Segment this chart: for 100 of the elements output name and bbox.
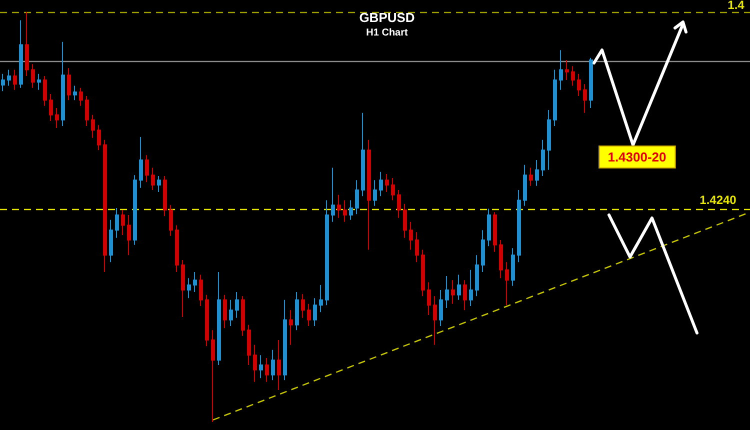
candlestick	[505, 262, 509, 306]
candlestick	[31, 64, 35, 88]
candlestick	[127, 214, 131, 256]
candlestick	[43, 75, 47, 106]
candlestick	[373, 180, 377, 206]
candlestick	[205, 294, 209, 347]
candlestick	[133, 174, 137, 246]
candlestick	[367, 139, 371, 250]
candlestick	[283, 299, 287, 381]
candlestick	[355, 180, 359, 215]
annotation: 1.4240	[700, 193, 736, 207]
candlestick	[37, 73, 41, 90]
candlestick	[67, 68, 71, 101]
candlestick	[55, 107, 59, 129]
candlestick	[391, 178, 395, 201]
candlestick	[541, 139, 545, 176]
candlestick	[253, 344, 257, 382]
candlestick	[97, 124, 101, 151]
candlestick	[337, 194, 341, 218]
candlestick	[313, 298, 317, 327]
candlestick	[271, 349, 275, 381]
candlestick	[535, 160, 539, 186]
candlestick	[175, 224, 179, 272]
candlestick	[421, 249, 425, 297]
candlestick	[193, 271, 197, 293]
candlestick	[331, 167, 335, 222]
candlestick	[553, 69, 557, 126]
candlestick	[475, 254, 479, 297]
candlestick	[349, 200, 353, 220]
candlestick	[529, 167, 533, 186]
candlestick	[157, 176, 161, 192]
candlestick	[361, 112, 365, 197]
candlestick	[493, 212, 497, 252]
candlestick	[343, 200, 347, 222]
candlestick	[523, 164, 527, 206]
candlestick	[91, 114, 95, 138]
annotation: 1.4300-20	[598, 146, 676, 168]
candlestick	[307, 303, 311, 327]
candlestick	[109, 219, 113, 263]
candlestick	[397, 189, 401, 218]
candlestick	[385, 173, 389, 192]
candlestick	[121, 210, 125, 236]
candlestick	[277, 340, 281, 391]
candlestick	[559, 50, 563, 90]
candlestick	[1, 73, 5, 92]
candlestick	[241, 296, 245, 336]
candlestick	[481, 230, 485, 272]
candlestick	[589, 57, 593, 108]
candlestick	[583, 84, 587, 114]
candlestick	[409, 221, 413, 250]
candlestick	[301, 294, 305, 318]
candlestick	[571, 66, 575, 86]
candlestick	[187, 278, 191, 299]
candlestick	[61, 41, 65, 126]
candlestick	[115, 207, 119, 238]
candlestick	[235, 292, 239, 318]
candlestick	[181, 260, 185, 318]
candlestick	[547, 109, 551, 170]
candlestick	[151, 167, 155, 190]
candlestick	[463, 280, 467, 311]
candlestick	[295, 292, 299, 331]
candlestick	[85, 96, 89, 126]
candlestick	[49, 94, 53, 122]
candlestick	[265, 358, 269, 382]
candlestick	[145, 154, 149, 183]
candlestick	[511, 248, 515, 286]
candlestick	[565, 59, 569, 81]
candlestick	[217, 271, 221, 366]
candlestick	[415, 232, 419, 263]
candlestick	[499, 239, 503, 279]
candlestick	[259, 354, 263, 379]
candlestick	[247, 324, 251, 366]
candlestick	[379, 171, 383, 197]
candlestick	[451, 280, 455, 304]
candlestick	[427, 282, 431, 316]
annotation: 1.4	[728, 0, 744, 12]
candlestick	[79, 87, 83, 106]
candlestick	[457, 274, 461, 300]
candlestick	[229, 299, 233, 327]
candlestick	[487, 208, 491, 247]
candlestick	[163, 176, 167, 217]
candlestick	[139, 136, 143, 188]
candlestick	[103, 139, 107, 272]
candlestick	[211, 330, 215, 422]
candlestick	[25, 12, 29, 76]
candlestick	[577, 73, 581, 97]
chart-title: GBPUSD	[359, 10, 415, 25]
candlestick	[469, 269, 473, 306]
candlestick	[433, 296, 437, 346]
candlestick	[19, 20, 23, 88]
candlestick	[403, 203, 407, 238]
candlestick	[73, 85, 77, 101]
candlestick	[223, 294, 227, 329]
candlestick	[319, 284, 323, 313]
candlestick	[517, 189, 521, 263]
candlestick	[7, 69, 11, 86]
candlestick	[199, 274, 203, 306]
candlestick	[325, 200, 329, 306]
candlestick	[445, 276, 449, 309]
candlestick	[13, 69, 17, 90]
